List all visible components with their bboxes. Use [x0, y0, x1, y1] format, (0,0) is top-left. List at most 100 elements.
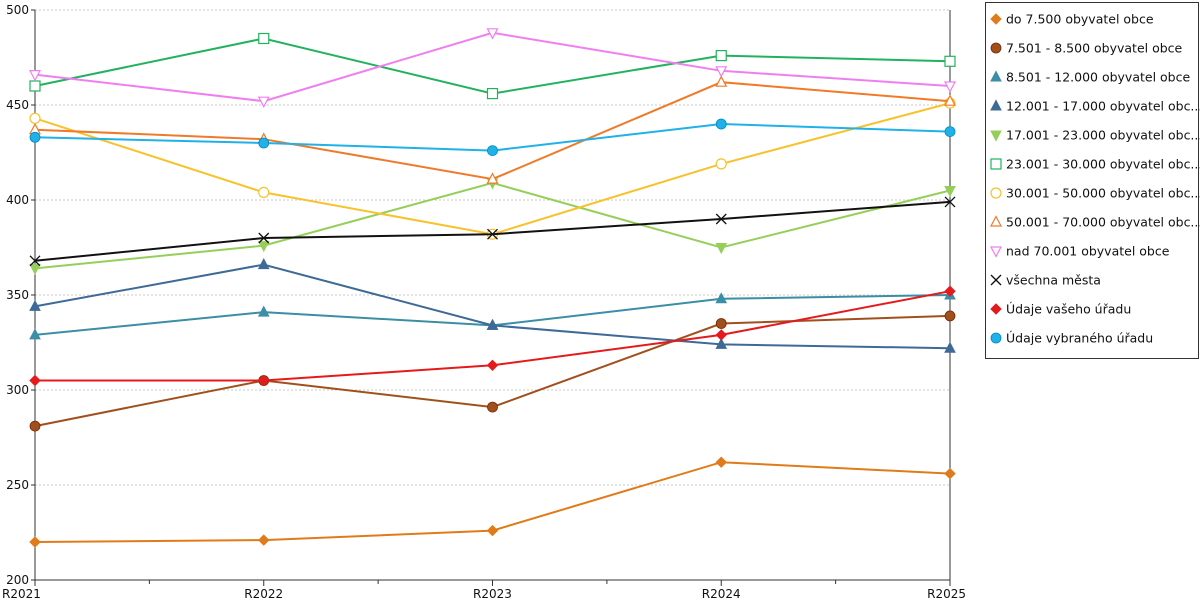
legend-marker [990, 99, 1002, 111]
data-point [258, 32, 270, 45]
data-point [258, 186, 270, 198]
data-point [29, 112, 41, 124]
data-point [715, 75, 728, 87]
legend-label: 12.001 - 17.000 obyvatel obc... [1006, 99, 1200, 114]
y-tick-label: 350 [6, 288, 29, 302]
legend-label: 8.501 - 12.000 obyvatel obce [1006, 70, 1190, 85]
legend-item: 7.501 - 8.500 obyvatel obce [990, 41, 1183, 56]
data-point [257, 305, 270, 317]
y-tick-label: 500 [6, 3, 29, 17]
data-point [944, 310, 956, 322]
data-point [29, 328, 41, 340]
series-5 [29, 178, 956, 275]
series-4 [29, 258, 956, 353]
y-tick-label: 300 [6, 383, 29, 397]
legend-box [985, 2, 1199, 359]
legend-item: 23.001 - 30.000 obyvatel obc... [990, 157, 1200, 172]
data-point [944, 196, 956, 208]
legend-marker [990, 130, 1002, 142]
data-point [715, 329, 727, 341]
data-point [944, 467, 956, 480]
legend-item: do 7.500 obyvatel obce [990, 12, 1154, 27]
data-point [257, 258, 270, 270]
legend-label: nad 70.001 obyvatel obce [1006, 244, 1170, 259]
legend-item: všechna města [990, 273, 1101, 288]
legend-item: Údaje vašeho úřadu [990, 302, 1131, 317]
legend-marker [990, 246, 1002, 258]
data-point [29, 131, 41, 143]
legend-item: Údaje vybraného úřadu [990, 331, 1153, 346]
data-point [944, 81, 956, 93]
data-point [487, 145, 498, 157]
series-layer [29, 28, 956, 548]
legend-label: Údaje vašeho úřadu [1006, 302, 1131, 317]
legend-marker [990, 13, 1002, 25]
data-point [258, 534, 270, 546]
data-point [944, 94, 956, 106]
data-point [715, 292, 728, 304]
x-marker-stroke [487, 228, 498, 240]
data-point [715, 118, 727, 130]
x-marker-stroke [944, 196, 956, 208]
data-point [486, 359, 499, 372]
legend-label: 7.501 - 8.500 obyvatel obce [1006, 41, 1183, 56]
data-point [486, 87, 499, 100]
data-point [486, 28, 499, 40]
legend-item: 30.001 - 50.000 obyvatel obc... [990, 186, 1200, 201]
y-tick-label: 450 [6, 98, 29, 112]
data-point [715, 243, 728, 255]
legend-label: 50.001 - 70.000 obyvatel obc... [1006, 215, 1200, 230]
legend: do 7.500 obyvatel obce 7.501 - 8.500 obyv… [985, 2, 1200, 359]
series-line [34, 102, 951, 236]
x-marker-stroke [715, 213, 727, 225]
data-point [29, 536, 41, 548]
y-tick-label: 250 [6, 478, 29, 492]
series-11 [29, 285, 956, 387]
legend-label: Údaje vybraného úřadu [1006, 331, 1153, 346]
data-point [29, 255, 41, 267]
legend-label: do 7.500 obyvatel obce [1006, 12, 1154, 27]
data-point [944, 55, 956, 67]
series-7 [29, 97, 956, 240]
data-point [486, 318, 499, 330]
series-1 [29, 456, 956, 548]
legend-item: nad 70.001 obyvatel obce [990, 244, 1170, 259]
x-tick-label: R2022 [244, 587, 283, 600]
legend-marker [990, 215, 1002, 227]
y-tick-label: 200 [6, 573, 29, 587]
legend-item: 17.001 - 23.000 obyvatel obc... [990, 128, 1200, 143]
legend-marker [990, 332, 1002, 344]
x-tick-label: R2025 [927, 587, 966, 600]
data-point [715, 213, 727, 225]
legend-marker [990, 303, 1002, 315]
x-tick-label: R2023 [473, 587, 512, 600]
data-point [257, 96, 270, 108]
data-point [944, 186, 956, 198]
data-point [715, 456, 727, 468]
data-point [29, 374, 41, 387]
legend-marker [990, 158, 1002, 170]
series-9 [29, 28, 956, 108]
data-point [257, 241, 270, 253]
legend-item: 50.001 - 70.000 obyvatel obc... [990, 215, 1200, 230]
data-point [486, 172, 499, 184]
legend-label: 17.001 - 23.000 obyvatel obc... [1006, 128, 1200, 143]
gridlines [35, 9, 950, 486]
x-marker-stroke [990, 274, 1002, 286]
data-point [715, 337, 728, 349]
series-line [34, 263, 951, 350]
data-point [944, 341, 956, 353]
legend-label: všechna města [1006, 273, 1101, 288]
x-marker-stroke [258, 232, 270, 244]
data-point [29, 69, 41, 82]
data-point [715, 158, 727, 170]
x-marker-stroke [29, 255, 41, 267]
data-point [944, 126, 956, 138]
legend-marker [990, 187, 1002, 199]
legend-label: 30.001 - 50.000 obyvatel obc... [1006, 186, 1200, 201]
x-tick-label: R2021 [2, 587, 41, 600]
series-6 [29, 32, 956, 100]
series-3 [29, 288, 956, 340]
data-point [715, 66, 728, 78]
data-point [29, 263, 41, 275]
